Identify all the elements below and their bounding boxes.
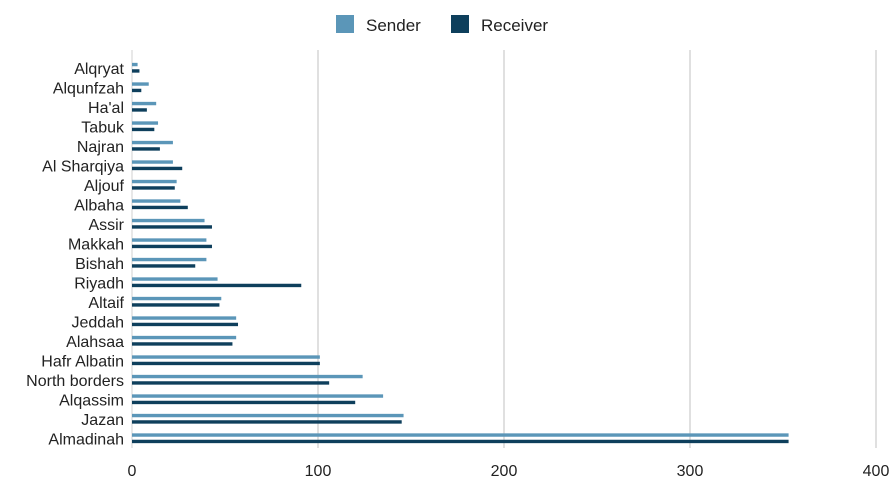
gridlines xyxy=(131,50,877,448)
bar-receiver-alqassim xyxy=(132,400,356,405)
x-tick-label-100: 100 xyxy=(305,463,332,478)
category-label-najran: Najran xyxy=(77,139,124,156)
bars xyxy=(132,62,789,444)
bar-sender-alqunfzah xyxy=(132,82,149,86)
category-label-alqassim: Alqassim xyxy=(59,392,124,409)
category-label-assir: Assir xyxy=(88,217,124,234)
bar-sender-altaif xyxy=(132,296,222,301)
x-tick-label-300: 300 xyxy=(677,463,704,478)
category-label-bishah: Bishah xyxy=(75,256,124,273)
category-label-makkah: Makkah xyxy=(68,236,124,253)
bar-receiver-alahsaa xyxy=(132,342,233,346)
bar-receiver-north-borders xyxy=(132,381,330,385)
category-label-aljouf: Aljouf xyxy=(84,178,125,195)
bar-sender-alqryat xyxy=(132,62,138,67)
category-label-almadinah: Almadinah xyxy=(48,431,124,448)
bar-sender-assir xyxy=(132,218,205,223)
x-tick-label-0: 0 xyxy=(128,463,137,478)
category-label-north-borders: North borders xyxy=(26,373,124,390)
category-label-al-sharqiya: Al Sharqiya xyxy=(42,158,124,175)
bar-receiver-albaha xyxy=(132,205,188,210)
category-label-jazan: Jazan xyxy=(81,412,124,429)
bar-sender-north-borders xyxy=(132,374,363,379)
bar-sender-riyadh xyxy=(132,277,218,281)
bar-receiver-jeddah xyxy=(132,322,239,327)
legend-label-sender: Sender xyxy=(366,16,421,35)
category-label-alahsaa: Alahsaa xyxy=(66,334,124,351)
bar-sender-makkah xyxy=(132,238,207,242)
legend-label-receiver: Receiver xyxy=(481,16,548,35)
category-label-ha-al: Ha'al xyxy=(88,100,124,117)
bar-receiver-alqunfzah xyxy=(132,88,142,93)
bar-sender-jazan xyxy=(132,413,404,418)
bar-receiver-hafr-albatin xyxy=(132,361,320,366)
bar-receiver-alqryat xyxy=(132,69,140,73)
bar-sender-alqassim xyxy=(132,394,384,398)
legend-swatch-sender xyxy=(336,15,354,33)
bar-sender-ha-al xyxy=(132,101,157,106)
category-label-albaha: Albaha xyxy=(74,197,124,214)
bar-sender-tabuk xyxy=(132,121,159,125)
category-label-alqunfzah: Alqunfzah xyxy=(53,80,124,97)
category-label-hafr-albatin: Hafr Albatin xyxy=(41,353,124,370)
bar-receiver-ha-al xyxy=(132,108,147,112)
bar-receiver-assir xyxy=(132,225,212,229)
x-axis-tick-labels: 0 100 200 300 400 xyxy=(128,463,890,478)
bar-receiver-tabuk xyxy=(132,127,155,132)
bar-receiver-jazan xyxy=(132,420,402,424)
category-label-altaif: Altaif xyxy=(88,295,124,312)
bar-sender-alahsaa xyxy=(132,335,237,340)
bar-receiver-bishah xyxy=(132,264,196,268)
bar-receiver-almadinah xyxy=(132,439,789,444)
category-label-riyadh: Riyadh xyxy=(74,275,124,292)
x-tick-label-400: 400 xyxy=(863,463,890,478)
bar-receiver-riyadh xyxy=(132,283,302,288)
bar-sender-aljouf xyxy=(132,179,177,184)
category-label-alqryat: Alqryat xyxy=(74,61,124,78)
bar-sender-almadinah xyxy=(132,433,789,437)
legend: Sender Receiver xyxy=(336,15,548,35)
bar-receiver-aljouf xyxy=(132,186,175,190)
bar-sender-albaha xyxy=(132,199,181,203)
bar-sender-jeddah xyxy=(132,316,237,320)
category-labels: Alqryat Alqunfzah Ha'al Tabuk Najran Al Sharq… xyxy=(26,61,125,449)
category-label-tabuk: Tabuk xyxy=(81,119,125,136)
category-label-jeddah: Jeddah xyxy=(72,314,125,331)
bar-sender-najran xyxy=(132,140,173,145)
bar-sender-hafr-albatin xyxy=(132,355,320,359)
legend-swatch-receiver xyxy=(451,15,469,33)
x-tick-label-200: 200 xyxy=(491,463,518,478)
bar-receiver-najran xyxy=(132,147,160,151)
bar-receiver-al-sharqiya xyxy=(132,166,183,171)
bar-receiver-altaif xyxy=(132,303,220,307)
bar-receiver-makkah xyxy=(132,244,212,249)
bar-sender-al-sharqiya xyxy=(132,160,173,164)
bar-sender-bishah xyxy=(132,257,207,262)
